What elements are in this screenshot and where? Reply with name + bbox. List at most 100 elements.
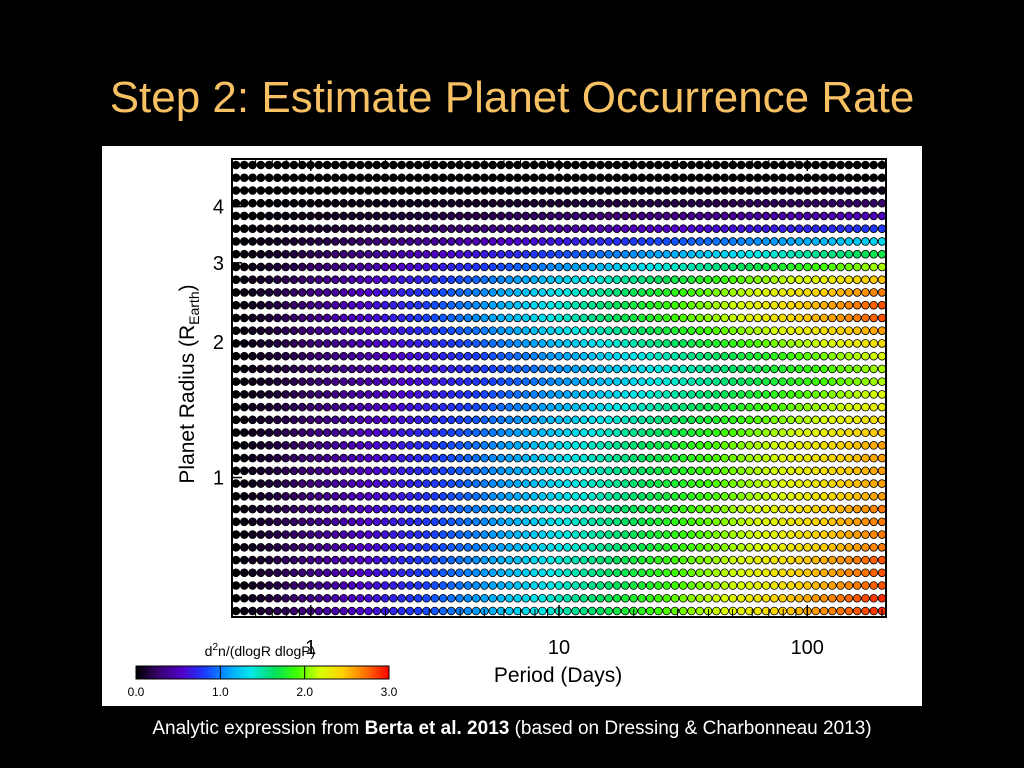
data-point [579, 377, 589, 386]
data-point [322, 249, 332, 259]
data-point [438, 492, 448, 501]
data-point [529, 453, 539, 463]
data-point [405, 173, 415, 183]
data-point [811, 364, 821, 374]
data-point [239, 492, 249, 501]
data-point [819, 249, 829, 259]
data-point [513, 492, 522, 501]
data-point [273, 224, 282, 234]
data-point [753, 466, 763, 476]
data-point [877, 504, 887, 514]
data-point [529, 504, 539, 514]
data-point [645, 581, 655, 590]
data-point [380, 466, 390, 476]
data-point [306, 415, 315, 425]
data-point [496, 555, 506, 565]
data-point [637, 555, 647, 565]
data-point [405, 466, 415, 476]
data-point [745, 593, 754, 603]
data-point [231, 237, 241, 246]
data-point [438, 479, 448, 488]
data-point [745, 492, 754, 501]
data-point [538, 262, 547, 272]
data-point [579, 402, 589, 412]
data-point [828, 555, 837, 565]
data-point [455, 466, 464, 476]
data-point [654, 377, 663, 386]
data-point [538, 492, 547, 501]
data-point [521, 339, 531, 348]
data-point [355, 453, 365, 463]
data-point [256, 364, 266, 374]
data-point [662, 441, 671, 450]
data-point [471, 606, 481, 616]
data-point [505, 224, 514, 234]
data-point [720, 581, 729, 590]
data-point [505, 402, 514, 412]
data-point [728, 275, 738, 284]
data-point [562, 479, 572, 488]
data-point [289, 581, 299, 590]
data-point [645, 555, 655, 565]
data-point [463, 542, 473, 552]
data-point [629, 453, 638, 463]
data-point [505, 504, 514, 514]
data-point [430, 351, 440, 361]
data-point [364, 186, 373, 195]
data-point [471, 568, 481, 578]
data-point [662, 351, 671, 361]
data-point [720, 492, 729, 501]
data-point [836, 313, 845, 323]
data-point [836, 377, 845, 386]
data-point [480, 402, 489, 412]
data-point [430, 211, 440, 221]
data-point [596, 428, 605, 437]
data-point [513, 555, 522, 565]
data-point [844, 606, 854, 616]
data-point [728, 390, 738, 399]
data-point [803, 555, 812, 565]
data-point [248, 198, 257, 208]
data-point [513, 364, 522, 374]
data-point [778, 198, 787, 208]
data-point [422, 542, 431, 552]
data-point [314, 415, 324, 425]
data-point [786, 262, 796, 272]
data-point [455, 364, 464, 374]
data-point [372, 224, 382, 234]
data-point [687, 262, 696, 272]
data-point [736, 492, 746, 501]
data-point [397, 479, 406, 488]
data-point [372, 173, 382, 183]
data-point [413, 173, 423, 183]
data-point [604, 173, 613, 183]
data-point [712, 504, 721, 514]
data-point [786, 300, 796, 310]
data-point [430, 492, 440, 501]
data-point [828, 542, 837, 552]
data-point [364, 237, 373, 246]
data-point [554, 237, 564, 246]
data-point [496, 224, 506, 234]
data-point [422, 300, 431, 310]
data-point [529, 402, 539, 412]
data-point [430, 441, 440, 450]
data-point [786, 198, 796, 208]
data-point [380, 211, 390, 221]
data-point [297, 428, 307, 437]
data-point [637, 390, 647, 399]
data-point [612, 313, 622, 323]
data-point [852, 186, 862, 195]
data-point [703, 568, 713, 578]
data-point [712, 249, 721, 259]
data-point [372, 326, 382, 335]
data-point [239, 428, 249, 437]
data-point [471, 402, 481, 412]
data-point [720, 211, 729, 221]
data-point [811, 555, 821, 565]
data-point [273, 313, 282, 323]
data-point [620, 402, 630, 412]
data-point [852, 288, 862, 297]
data-point [728, 517, 738, 527]
data-point [306, 542, 315, 552]
